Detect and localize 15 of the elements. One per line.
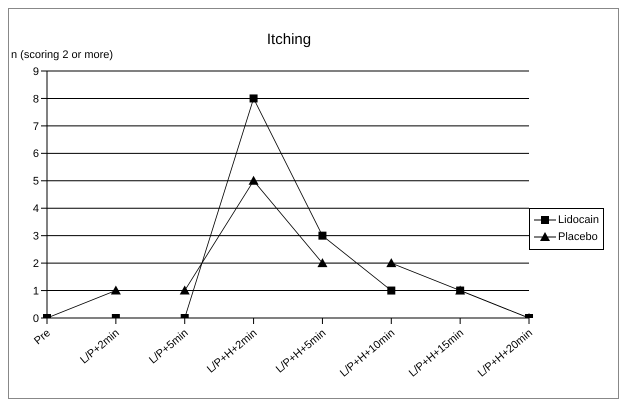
legend-label: Placebo <box>558 230 598 244</box>
chart-title: Itching <box>266 31 312 48</box>
y-tick-label: 8 <box>32 93 39 106</box>
y-tick-label: 3 <box>32 230 39 243</box>
y-tick-label: 9 <box>32 66 39 78</box>
y-tick-label: 0 <box>32 312 39 325</box>
y-tick-label: 4 <box>32 203 39 216</box>
legend-label: Lidocain <box>558 212 599 228</box>
y-tick-label: 7 <box>32 120 39 133</box>
y-tick-label: 6 <box>32 148 39 160</box>
y-tick-label: 2 <box>32 258 39 270</box>
x-tick-label: Pre <box>32 327 53 348</box>
y-tick-label: 1 <box>32 285 39 298</box>
y-axis-title: n (scoring 2 or more) <box>11 49 114 61</box>
y-tick-label: 5 <box>32 176 39 188</box>
